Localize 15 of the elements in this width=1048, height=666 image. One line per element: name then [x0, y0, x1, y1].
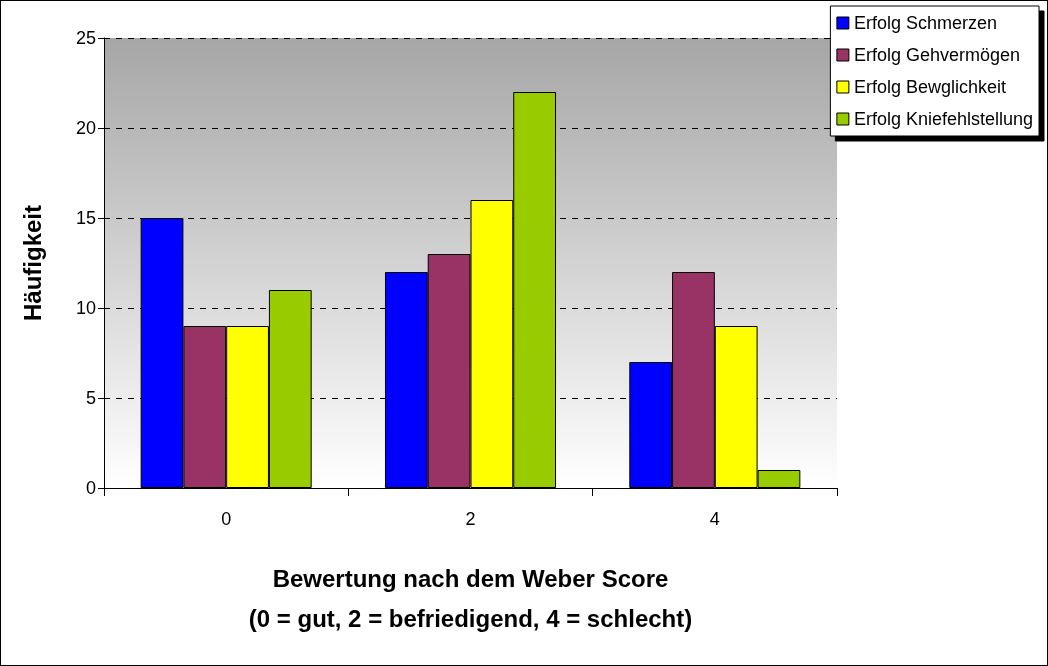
y-tick-label: 25 — [75, 28, 96, 48]
y-tick-label: 5 — [85, 388, 96, 408]
legend-label: Erfolg Bewglichkeit — [853, 77, 1006, 97]
y-tick-label: 20 — [75, 118, 96, 138]
x-tick-label: 0 — [221, 509, 232, 529]
y-tick-label: 0 — [85, 478, 96, 498]
x-tick-label: 2 — [465, 509, 476, 529]
y-axis-title: Häufigkeit — [18, 204, 46, 322]
legend-label: Erfolg Schmerzen — [853, 13, 997, 33]
x-tick-label: 4 — [709, 509, 720, 529]
y-tick-label: 15 — [75, 208, 96, 228]
y-tick-label: 10 — [75, 298, 96, 318]
x-axis-title: Bewertung nach dem Weber Score (0 = gut, 2 = befriedigend, 4 = schlecht) — [248, 564, 693, 632]
legend-label: Erfolg Gehvermögen — [853, 45, 1020, 65]
legend-label: Erfolg Kniefehlstellung — [853, 109, 1034, 129]
